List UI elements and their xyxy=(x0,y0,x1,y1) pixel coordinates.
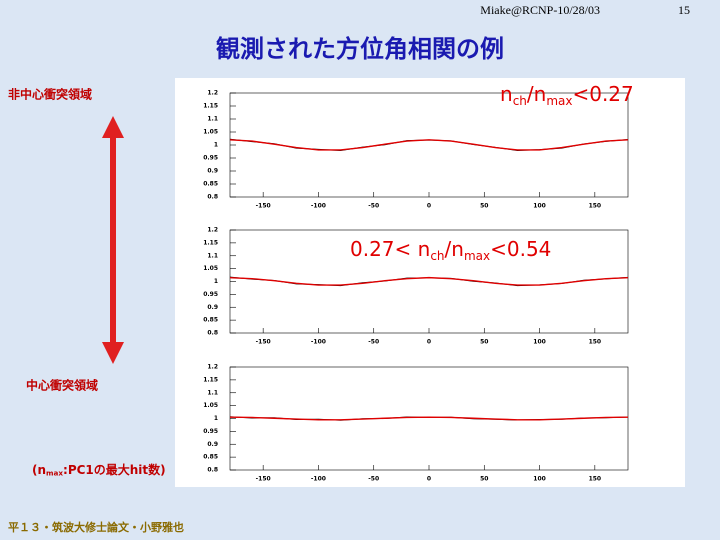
text-part: 0.27< n xyxy=(350,237,430,261)
x-tick-label: 50 xyxy=(480,339,488,346)
y-tick-label: 0.8 xyxy=(207,330,218,337)
x-tick-label: -150 xyxy=(256,339,271,346)
side-note: (nmax:PC1の最大hit数) xyxy=(32,462,166,478)
y-tick-label: 0.95 xyxy=(203,291,218,298)
page-number: 15 xyxy=(678,3,690,17)
text-part: <0.54 xyxy=(490,237,551,261)
y-tick-label: 0.8 xyxy=(207,194,218,201)
series-line xyxy=(229,139,629,151)
subscript: max xyxy=(464,249,490,263)
y-tick-label: 1.15 xyxy=(203,239,218,246)
y-tick-label: 0.95 xyxy=(203,428,218,435)
y-tick-label: 1.1 xyxy=(207,252,218,259)
author: Miake@RCNP-10/28/03 xyxy=(480,3,600,17)
y-tick-label: 0.95 xyxy=(203,155,218,162)
double-arrow xyxy=(102,116,124,364)
y-tick-label: 0.8 xyxy=(207,467,218,474)
footer: 平１３・筑波大修士論文・小野雅也 xyxy=(8,520,184,534)
slide-title: 観測された方位角相関の例 xyxy=(216,35,504,63)
x-tick-label: 100 xyxy=(533,339,546,346)
y-tick-label: 1.15 xyxy=(203,376,218,383)
y-tick-label: 1.2 xyxy=(207,227,218,234)
subscript: ch xyxy=(430,249,444,263)
y-tick-label: 1 xyxy=(214,142,218,149)
x-tick-label: 150 xyxy=(589,339,602,346)
x-tick-label: 150 xyxy=(589,476,602,483)
x-tick-label: 0 xyxy=(427,203,431,210)
y-tick-label: 0.85 xyxy=(203,454,218,461)
side-label-bottom: 中心衝突領域 xyxy=(26,378,98,393)
x-tick-label: 0 xyxy=(427,476,431,483)
text-part: /n xyxy=(527,82,546,106)
y-tick-label: 1.05 xyxy=(203,402,218,409)
subscript: ch xyxy=(513,94,527,108)
y-tick-label: 1.05 xyxy=(203,129,218,136)
text-part: <0.27 xyxy=(572,82,633,106)
x-tick-label: -100 xyxy=(311,203,326,210)
subscript: max xyxy=(46,469,63,478)
x-tick-label: 0 xyxy=(427,339,431,346)
x-tick-label: -50 xyxy=(368,203,379,210)
y-tick-label: 1.2 xyxy=(207,90,218,97)
text-part: /n xyxy=(445,237,464,261)
x-tick-label: 50 xyxy=(480,203,488,210)
x-tick-label: -50 xyxy=(368,339,379,346)
x-tick-label: -150 xyxy=(256,476,271,483)
text-part: (n xyxy=(32,463,46,477)
subscript: max xyxy=(546,94,572,108)
x-tick-label: 50 xyxy=(480,476,488,483)
y-tick-label: 0.85 xyxy=(203,317,218,324)
x-tick-label: -100 xyxy=(311,476,326,483)
text-part: n xyxy=(500,82,513,106)
y-tick-label: 1.1 xyxy=(207,116,218,123)
y-tick-label: 1 xyxy=(214,278,218,285)
text-part: :PC1の最大hit数) xyxy=(63,462,166,477)
y-tick-label: 1.1 xyxy=(207,389,218,396)
plot-panel xyxy=(175,78,685,487)
y-tick-label: 1 xyxy=(214,415,218,422)
y-tick-label: 0.9 xyxy=(207,304,218,311)
x-tick-label: 150 xyxy=(589,203,602,210)
x-tick-label: -100 xyxy=(311,339,326,346)
annotation: nch/nmax<0.27 xyxy=(500,82,634,108)
y-tick-label: 1.2 xyxy=(207,364,218,371)
x-tick-label: -150 xyxy=(256,203,271,210)
side-label-top: 非中心衝突領域 xyxy=(8,87,92,102)
x-tick-label: 100 xyxy=(533,203,546,210)
y-tick-label: 1.05 xyxy=(203,265,218,272)
y-tick-label: 0.85 xyxy=(203,181,218,188)
series-line xyxy=(229,416,629,421)
y-tick-label: 0.9 xyxy=(207,168,218,175)
annotation: 0.27< nch/nmax<0.54 xyxy=(350,237,551,263)
x-tick-label: 100 xyxy=(533,476,546,483)
y-tick-label: 0.9 xyxy=(207,441,218,448)
x-tick-label: -50 xyxy=(368,476,379,483)
series-line xyxy=(229,276,629,286)
y-tick-label: 1.15 xyxy=(203,103,218,110)
